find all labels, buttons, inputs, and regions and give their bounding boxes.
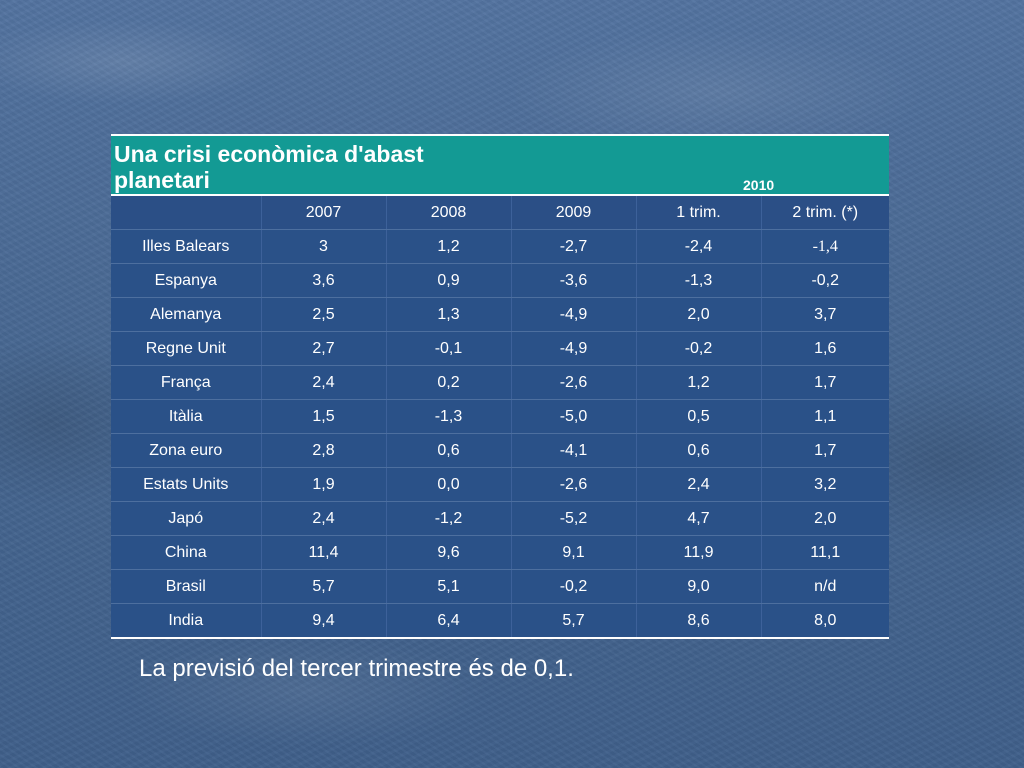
table-title: Una crisi econòmica d'abast planetari (114, 141, 424, 193)
table-cell: 9,6 (386, 535, 512, 570)
table-cell: -0,2 (636, 331, 762, 366)
table-cell: 9,0 (636, 569, 762, 604)
table-cell: -2,6 (511, 467, 637, 502)
table-body: 2007 2008 2009 1 trim. 2 trim. (*) Illes Bale… (111, 196, 889, 638)
table-cell: 2,4 (636, 467, 762, 502)
row-label: Brasil (111, 569, 262, 604)
table-row: Zona euro 2,8 0,6 -4,1 0,6 1,7 (111, 433, 889, 468)
table-cell: n/d (761, 569, 889, 604)
table-row: Itàlia 1,5 -1,3 -5,0 0,5 1,1 (111, 399, 889, 434)
table-cell: -4,9 (511, 297, 637, 332)
table-cell: 3 (261, 229, 387, 264)
table-cell: 5,1 (386, 569, 512, 604)
column-header: 2009 (511, 196, 637, 230)
table-cell: 4,7 (636, 501, 762, 536)
table-cell: -2,7 (511, 229, 637, 264)
table-cell: -5,0 (511, 399, 637, 434)
row-label: China (111, 535, 262, 570)
table-row: Illes Balears 3 1,2 -2,7 -2,4 -1,4 (111, 229, 889, 264)
row-label: Espanya (111, 263, 262, 298)
table-cell: 0,5 (636, 399, 762, 434)
data-table-container: Una crisi econòmica d'abast planetari 20… (111, 134, 889, 639)
row-label: Alemanya (111, 297, 262, 332)
table-cell: 1,9 (261, 467, 387, 502)
table-cell: -1,4 (761, 229, 889, 264)
row-label: Regne Unit (111, 331, 262, 366)
table-row: India 9,4 6,4 5,7 8,6 8,0 (111, 603, 889, 638)
table-cell: 3,2 (761, 467, 889, 502)
table-cell: 1,7 (761, 365, 889, 400)
table-cell: 0,6 (636, 433, 762, 468)
table-cell: 6,4 (386, 603, 512, 638)
table-cell: 2,8 (261, 433, 387, 468)
table-cell: 2,4 (261, 501, 387, 536)
table-cell: -0,2 (511, 569, 637, 604)
table-cell: 0,9 (386, 263, 512, 298)
table-cell: 9,1 (511, 535, 637, 570)
row-label: Illes Balears (111, 229, 262, 264)
table-cell: -1,2 (386, 501, 512, 536)
table-cell: 1,7 (761, 433, 889, 468)
table-cell: -1,3 (386, 399, 512, 434)
table-row: França 2,4 0,2 -2,6 1,2 1,7 (111, 365, 889, 400)
table-row: Brasil 5,7 5,1 -0,2 9,0 n/d (111, 569, 889, 604)
row-label: Japó (111, 501, 262, 536)
table-row: Alemanya 2,5 1,3 -4,9 2,0 3,7 (111, 297, 889, 332)
table-cell: 1,5 (261, 399, 387, 434)
table-cell: 3,6 (261, 263, 387, 298)
table-cell: 1,1 (761, 399, 889, 434)
table-cell: 11,9 (636, 535, 762, 570)
column-header: 2 trim. (*) (761, 196, 889, 230)
header-row: 2007 2008 2009 1 trim. 2 trim. (*) (111, 196, 889, 230)
column-header (111, 196, 262, 230)
table-cell: 5,7 (511, 603, 637, 638)
table-cell: 0,0 (386, 467, 512, 502)
table-cell: 2,5 (261, 297, 387, 332)
table-cell: 0,2 (386, 365, 512, 400)
table-cell: 11,1 (761, 535, 889, 570)
table-cell: 1,2 (386, 229, 512, 264)
row-label: India (111, 603, 262, 638)
column-header: 1 trim. (636, 196, 762, 230)
table-cell: 5,7 (261, 569, 387, 604)
table-cell: -4,9 (511, 331, 637, 366)
table-cell: -0,2 (761, 263, 889, 298)
table-cell: 1,2 (636, 365, 762, 400)
column-header: 2008 (386, 196, 512, 230)
table-cell: -3,6 (511, 263, 637, 298)
row-label: Itàlia (111, 399, 262, 434)
row-label: Estats Units (111, 467, 262, 502)
table-row: Regne Unit 2,7 -0,1 -4,9 -0,2 1,6 (111, 331, 889, 366)
table-cell: 2,0 (636, 297, 762, 332)
table-cell: -5,2 (511, 501, 637, 536)
table-cell: -1,3 (636, 263, 762, 298)
table-cell: -4,1 (511, 433, 637, 468)
row-label: Zona euro (111, 433, 262, 468)
table-cell: -2,4 (636, 229, 762, 264)
table-cell: 3,7 (761, 297, 889, 332)
table-cell: 8,0 (814, 611, 837, 629)
table-row: Espanya 3,6 0,9 -3,6 -1,3 -0,2 (111, 263, 889, 298)
gdp-growth-table: 2007 2008 2009 1 trim. 2 trim. (*) Illes Bale… (111, 196, 889, 639)
table-cell: 1,6 (761, 331, 889, 366)
table-cell: -0,1 (386, 331, 512, 366)
year-group-label: 2010 (743, 177, 775, 193)
forecast-footnote: La previsió del tercer trimestre és de 0… (139, 655, 574, 682)
table-cell: 0,6 (386, 433, 512, 468)
table-title-row: Una crisi econòmica d'abast planetari 20… (111, 134, 889, 196)
table-cell: 2,7 (261, 331, 387, 366)
table-cell: 2,4 (261, 365, 387, 400)
table-cell: -2,6 (511, 365, 637, 400)
table-cell: 2,0 (761, 501, 889, 536)
table-cell: 9,4 (261, 603, 387, 638)
table-row: Estats Units 1,9 0,0 -2,6 2,4 3,2 (111, 467, 889, 502)
table-row: Japó 2,4 -1,2 -5,2 4,7 2,0 (111, 501, 889, 536)
column-header: 2007 (261, 196, 387, 230)
table-cell: 11,4 (261, 535, 387, 570)
row-label: França (111, 365, 262, 400)
table-row: China 11,4 9,6 9,1 11,9 11,1 (111, 535, 889, 570)
table-cell: 1,3 (386, 297, 512, 332)
table-cell: 8,6 (636, 603, 762, 638)
